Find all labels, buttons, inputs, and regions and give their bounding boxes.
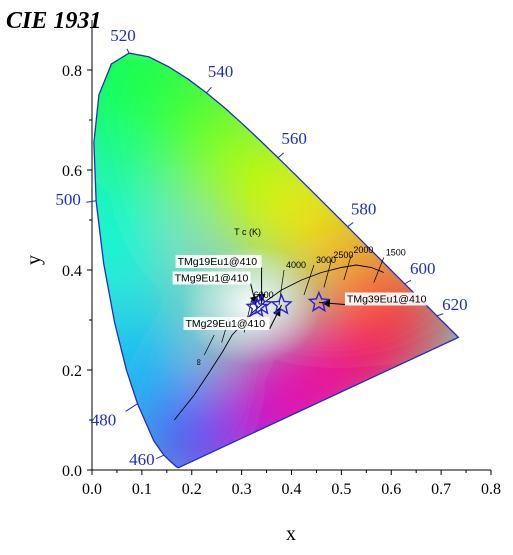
isotherm-line-7 bbox=[373, 257, 385, 283]
wavelength-tick-5 bbox=[277, 152, 285, 159]
wavelength-label-480: 480 bbox=[91, 411, 117, 430]
x-tick-label-6: 0.6 bbox=[381, 481, 401, 498]
wavelength-tick-1 bbox=[125, 403, 138, 412]
planckian-locus-line bbox=[173, 264, 384, 421]
wavelength-label-540: 540 bbox=[208, 62, 234, 81]
y-tick-label-3: 0.6 bbox=[62, 163, 82, 180]
wavelength-tick-4 bbox=[206, 86, 212, 94]
annotation-label-2: TMg29Eu1@410 bbox=[186, 318, 266, 330]
spectral-locus-line bbox=[93, 52, 460, 469]
annotation-box-3 bbox=[344, 292, 431, 306]
sample-annotations: TMg9Eu1@410 TMg19Eu1@410 TMg29Eu1@410 TMg39… bbox=[172, 255, 431, 330]
wavelength-labels: 460 480 500 520 540 560 580 600 620 bbox=[55, 26, 467, 469]
wavelength-label-580: 580 bbox=[351, 200, 377, 219]
y-tick-label-0: 0.0 bbox=[62, 463, 82, 480]
annotation-box-2 bbox=[183, 317, 270, 330]
isotherm-label-6: 2000 bbox=[353, 245, 373, 255]
annotation-label-1: TMg19Eu1@410 bbox=[178, 256, 258, 268]
x-axis-title: x bbox=[286, 523, 296, 545]
star-marker-3 bbox=[307, 290, 331, 313]
wavelength-label-500: 500 bbox=[55, 190, 81, 209]
isotherm-label-3: 4000 bbox=[286, 260, 306, 270]
spectral-locus-layer bbox=[93, 52, 460, 469]
wavelength-tick-3 bbox=[126, 48, 130, 54]
star-marker-1 bbox=[250, 293, 273, 315]
y-tick-label-1: 0.2 bbox=[62, 363, 82, 380]
cct-axis-label: T c (K) bbox=[234, 227, 261, 237]
isotherm-line-5 bbox=[323, 259, 332, 288]
isotherm-label-0: ∞ bbox=[194, 359, 204, 365]
x-tick-label-1: 0.1 bbox=[132, 481, 152, 498]
y-axis-title: y bbox=[23, 255, 45, 265]
x-tick-label-8: 0.8 bbox=[481, 481, 501, 498]
isotherm-line-6 bbox=[343, 254, 352, 281]
wavelength-tick-2 bbox=[86, 200, 97, 203]
wavelength-tick-8 bbox=[436, 313, 444, 317]
wavelength-label-560: 560 bbox=[281, 129, 307, 148]
annotation-arrowhead-3 bbox=[320, 299, 331, 308]
x-tick-label-0: 0.0 bbox=[82, 481, 102, 498]
wavelength-label-520: 520 bbox=[110, 26, 136, 45]
isotherm-label-7: 1500 bbox=[386, 248, 406, 258]
x-tick-label-2: 0.2 bbox=[182, 481, 202, 498]
isotherm-label-4: 3000 bbox=[316, 255, 336, 265]
annotation-box-0 bbox=[172, 271, 251, 285]
y-tick-label-4: 0.8 bbox=[62, 63, 82, 80]
wavelength-label-600: 600 bbox=[410, 259, 436, 278]
wavelength-tick-6 bbox=[347, 222, 354, 228]
y-tick-label-2: 0.4 bbox=[62, 263, 82, 280]
x-tick-label-3: 0.3 bbox=[232, 481, 252, 498]
x-tick-label-4: 0.4 bbox=[282, 481, 302, 498]
x-tick-label-7: 0.7 bbox=[431, 481, 451, 498]
isotherm-label-5: 2500 bbox=[333, 250, 353, 260]
annotation-box-1 bbox=[175, 255, 262, 268]
gamut-blob-12 bbox=[93, 115, 152, 205]
isotherm-line-0 bbox=[203, 334, 215, 356]
star-marker-2 bbox=[270, 293, 293, 315]
annotation-label-3: TMg39Eu1@410 bbox=[347, 294, 427, 306]
x-tick-label-5: 0.5 bbox=[331, 481, 351, 498]
axes-layer: 0.0 0.1 0.2 0.3 0.4 0.5 0.6 0.7 0.8 0.0 0.2 0.4 0.6 0… bbox=[62, 20, 501, 498]
annotation-arrowhead-1 bbox=[257, 294, 266, 303]
annotation-label-0: TMg9Eu1@410 bbox=[175, 273, 249, 285]
isotherm-line-4 bbox=[303, 264, 315, 296]
gamut-blob-11 bbox=[93, 190, 162, 300]
chart-title: CIE 1931 bbox=[6, 8, 101, 34]
wavelength-tick-0 bbox=[155, 454, 165, 460]
wavelength-label-460: 460 bbox=[129, 450, 155, 469]
wavelength-tick-7 bbox=[404, 279, 412, 285]
gamut-blob-10 bbox=[93, 305, 187, 415]
wavelength-label-620: 620 bbox=[442, 295, 468, 314]
sample-points bbox=[245, 290, 331, 318]
